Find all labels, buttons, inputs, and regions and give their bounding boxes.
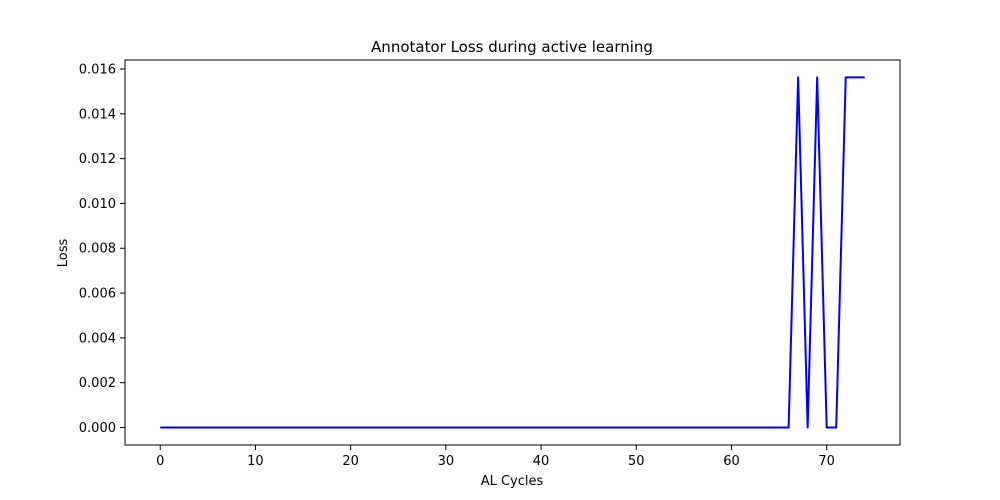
x-tick-label: 30 — [438, 454, 455, 469]
y-tick-label: 0.000 — [79, 421, 116, 436]
x-tick-label: 50 — [628, 454, 645, 469]
y-tick-label: 0.008 — [79, 242, 116, 257]
y-tick-label: 0.006 — [79, 287, 116, 302]
x-tick-label: 20 — [342, 454, 359, 469]
y-tick-label: 0.012 — [79, 152, 116, 167]
y-axis-label: Loss — [56, 239, 71, 268]
x-tick-label: 70 — [818, 454, 835, 469]
y-tick-label: 0.016 — [79, 62, 116, 77]
axes-frame — [124, 59, 901, 446]
x-axis: 0 10 20 30 40 50 60 70 — [156, 445, 835, 469]
series-line — [160, 76, 865, 429]
x-tick-label: 10 — [247, 454, 264, 469]
y-tick-label: 0.002 — [79, 376, 116, 391]
plot-area — [124, 59, 901, 446]
chart-title: Annotator Loss during active learning — [371, 38, 653, 56]
y-axis: 0.000 0.002 0.004 0.006 0.008 0.010 0.012 0.014… — [79, 62, 125, 436]
y-tick-label: 0.004 — [79, 331, 116, 346]
y-tick-label: 0.010 — [79, 197, 116, 212]
x-tick-label: 60 — [723, 454, 740, 469]
y-tick-label: 0.014 — [79, 107, 116, 122]
x-tick-label: 0 — [156, 454, 164, 469]
x-tick-label: 40 — [533, 454, 550, 469]
x-axis-label: AL Cycles — [481, 474, 544, 489]
